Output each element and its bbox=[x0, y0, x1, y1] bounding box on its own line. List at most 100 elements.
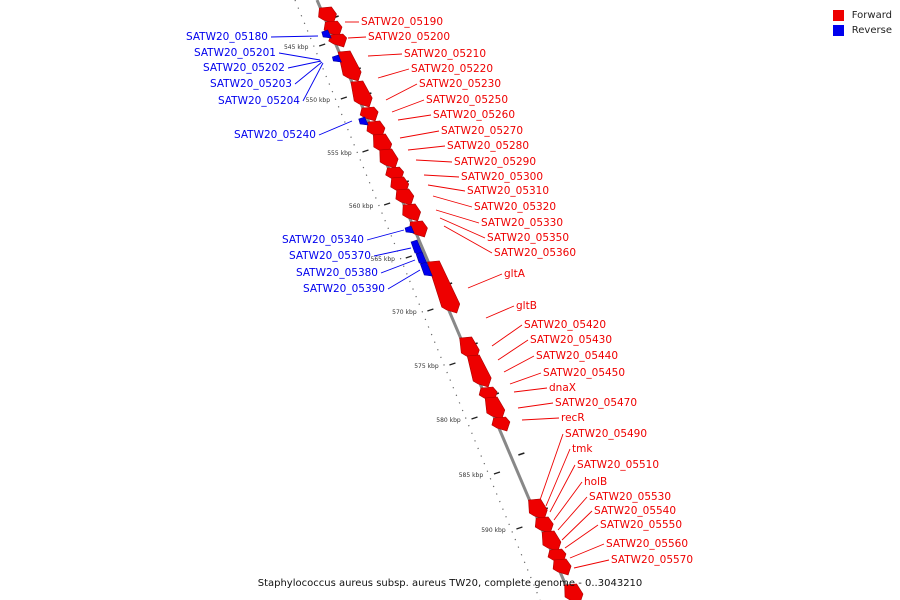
ruler-line bbox=[294, 0, 541, 600]
forward-gene-label: SATW20_05230 bbox=[419, 78, 501, 90]
ruler-tick bbox=[471, 416, 478, 420]
forward-gene-block bbox=[350, 80, 373, 108]
forward-gene-leader bbox=[491, 324, 523, 347]
forward-gene-leader bbox=[539, 433, 564, 501]
forward-gene-label: SATW20_05420 bbox=[524, 319, 606, 331]
ruler-tick-label: 550 kbp bbox=[306, 97, 331, 104]
forward-gene-leader bbox=[347, 36, 367, 39]
forward-gene-label: SATW20_05510 bbox=[577, 459, 659, 471]
ruler-tick bbox=[493, 471, 501, 475]
sequence-title: Staphylococcus aureus subsp. aureus TW20… bbox=[257, 578, 643, 589]
ruler-tick-label: 565 kbp bbox=[371, 256, 396, 263]
forward-gene-block bbox=[318, 6, 337, 24]
forward-gene-label: dnaX bbox=[549, 382, 576, 394]
forward-gene-label: SATW20_05430 bbox=[530, 334, 612, 346]
forward-gene-leader bbox=[367, 53, 403, 57]
forward-gene-label: SATW20_05540 bbox=[594, 505, 676, 517]
forward-gene-label: SATW20_05190 bbox=[361, 16, 443, 28]
reverse-gene-leader bbox=[270, 35, 319, 38]
forward-gene-leader bbox=[545, 448, 571, 507]
forward-gene-block bbox=[564, 583, 584, 600]
reverse-gene-block bbox=[358, 116, 369, 126]
reverse-gene-leader bbox=[373, 247, 412, 257]
legend-reverse-label: Reverse bbox=[851, 25, 892, 36]
forward-gene-block bbox=[491, 416, 511, 432]
reverse-gene-label: SATW20_05340 bbox=[282, 234, 364, 246]
reverse-gene-label: SATW20_05202 bbox=[203, 62, 285, 74]
forward-gene-leader bbox=[385, 83, 418, 101]
reverse-gene-label: SATW20_05240 bbox=[234, 129, 316, 141]
forward-gene-block bbox=[541, 530, 562, 552]
forward-gene-block bbox=[395, 188, 415, 206]
forward-gene-leader bbox=[521, 417, 560, 421]
forward-gene-leader bbox=[485, 305, 515, 319]
forward-gene-block bbox=[528, 498, 548, 520]
reverse-gene-leader bbox=[294, 61, 323, 85]
ruler-tick-label: 545 kbp bbox=[284, 44, 309, 51]
forward-gene-leader bbox=[564, 524, 599, 549]
ruler-tick-label: 575 kbp bbox=[414, 363, 439, 370]
forward-gene-block bbox=[534, 516, 554, 534]
forward-gene-leader bbox=[497, 339, 529, 361]
forward-gene-label: SATW20_05530 bbox=[589, 491, 671, 503]
ruler-tick bbox=[516, 526, 523, 530]
forward-gene-leader bbox=[407, 145, 446, 151]
ruler-tick bbox=[383, 202, 391, 206]
forward-gene-leader bbox=[467, 273, 503, 289]
reverse-gene-block bbox=[419, 261, 433, 277]
forward-gene-label: SATW20_05470 bbox=[555, 397, 637, 409]
forward-gene-block bbox=[484, 396, 506, 420]
forward-gene-leader bbox=[509, 372, 542, 385]
forward-gene-leader bbox=[557, 496, 588, 531]
forward-gene-label: SATW20_05220 bbox=[411, 63, 493, 75]
forward-gene-leader bbox=[439, 217, 486, 239]
reverse-gene-leader bbox=[380, 259, 416, 274]
forward-gene-label: SATW20_05490 bbox=[565, 428, 647, 440]
forward-gene-leader bbox=[432, 195, 473, 208]
forward-gene-leader bbox=[513, 387, 548, 393]
forward-gene-leader bbox=[549, 464, 576, 513]
reverse-gene-label: SATW20_05380 bbox=[296, 267, 378, 279]
forward-gene-label: SATW20_05360 bbox=[494, 247, 576, 259]
ruler-tick bbox=[362, 149, 369, 153]
reverse-gene-block bbox=[332, 54, 342, 63]
forward-gene-label: holB bbox=[584, 476, 607, 488]
forward-gene-label: gltA bbox=[504, 268, 526, 280]
legend-reverse: Reverse bbox=[832, 23, 892, 38]
forward-gene-label: tmk bbox=[572, 443, 593, 455]
forward-gene-leader bbox=[427, 184, 466, 192]
ruler-tick bbox=[318, 43, 326, 47]
forward-gene-label: SATW20_05280 bbox=[447, 140, 529, 152]
forward-gene-leader bbox=[423, 174, 460, 178]
ruler-tick bbox=[427, 308, 434, 312]
forward-gene-block bbox=[337, 50, 362, 82]
forward-gene-label: SATW20_05330 bbox=[481, 217, 563, 229]
forward-gene-leader bbox=[573, 559, 610, 569]
forward-gene-label: gltB bbox=[516, 300, 537, 312]
forward-gene-label: recR bbox=[561, 412, 585, 424]
forward-gene-block bbox=[402, 203, 421, 222]
forward-gene-block bbox=[328, 33, 348, 48]
reverse-gene-leader bbox=[287, 60, 322, 69]
forward-gene-label: SATW20_05320 bbox=[474, 201, 556, 213]
legend: Forward Reverse bbox=[832, 8, 892, 38]
reverse-gene-block bbox=[321, 29, 332, 39]
forward-gene-label: SATW20_05560 bbox=[606, 538, 688, 550]
reverse-gene-leader bbox=[278, 52, 321, 61]
forward-gene-leader bbox=[397, 114, 432, 121]
reverse-gene-leader bbox=[302, 62, 324, 102]
ruler-tick bbox=[340, 96, 348, 100]
forward-gene-leader bbox=[399, 130, 440, 139]
ruler-tick bbox=[405, 255, 412, 259]
forward-gene-leader bbox=[377, 68, 410, 79]
forward-gene-label: SATW20_05250 bbox=[426, 94, 508, 106]
reverse-gene-label: SATW20_05204 bbox=[218, 95, 300, 107]
reverse-gene-leader bbox=[366, 229, 405, 241]
forward-gene-block bbox=[426, 260, 461, 314]
forward-gene-block bbox=[552, 558, 572, 576]
ruler-tick-label: 555 kbp bbox=[327, 150, 352, 157]
feature-tick bbox=[518, 452, 525, 456]
legend-forward-label: Forward bbox=[851, 10, 892, 21]
